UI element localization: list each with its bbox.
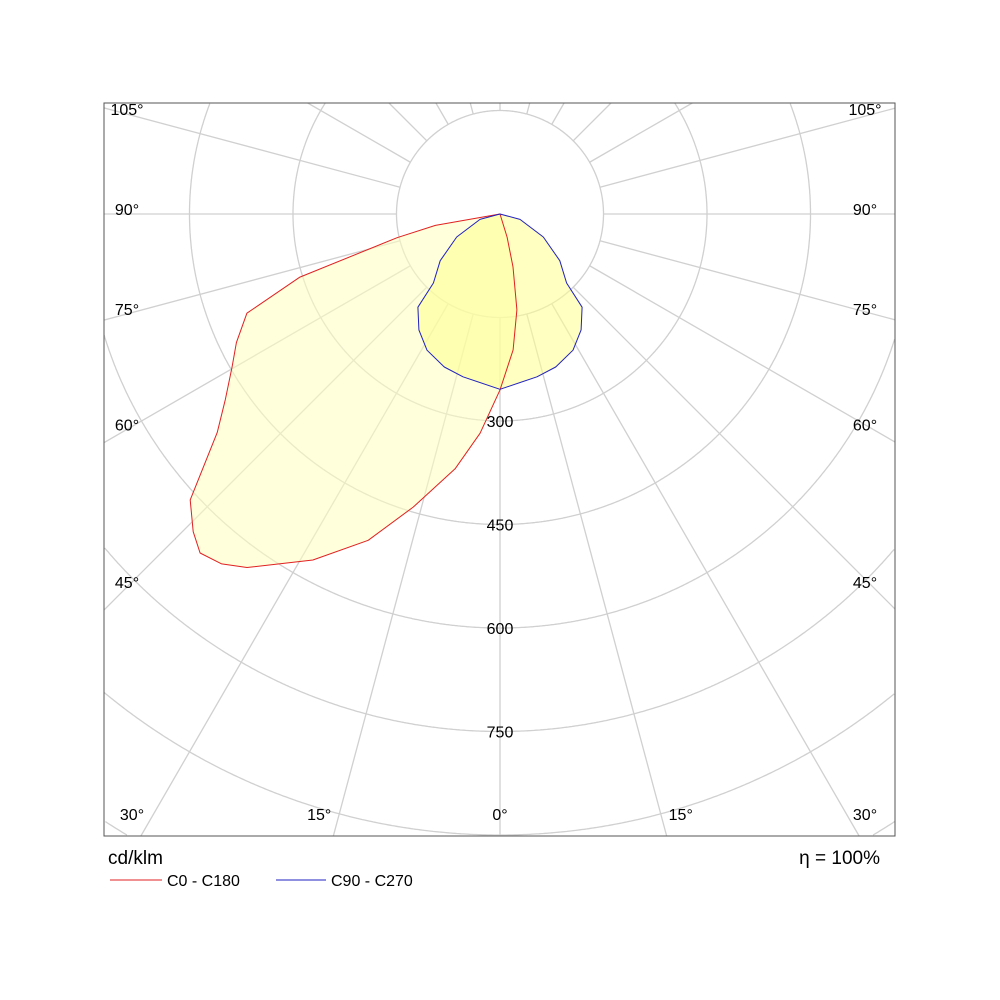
unit-label: cd/klm [108, 848, 163, 869]
grid-spoke [589, 103, 693, 163]
angle-label-right: 60° [853, 417, 877, 434]
efficiency-label: η = 100% [799, 848, 880, 869]
grid-spoke [435, 103, 449, 125]
angle-label-bottom: 0° [492, 807, 507, 824]
grid-spoke [572, 286, 895, 610]
radial-tick-label: 600 [487, 621, 514, 638]
angle-label-right: 45° [853, 575, 877, 592]
grid-spoke [526, 103, 531, 115]
series-line-1 [417, 213, 583, 390]
angle-label-bottom: 15° [669, 807, 693, 824]
angle-label-bottom: 30° [120, 807, 144, 824]
curves [189, 213, 583, 568]
grid-ring [105, 821, 895, 836]
grid-spoke [599, 240, 895, 321]
grid-spoke [388, 103, 428, 142]
grid-ring [104, 692, 895, 836]
angle-label-left: 45° [115, 575, 139, 592]
grid-spoke [589, 265, 895, 443]
radial-tick-label: 300 [487, 414, 514, 431]
plot-frame [103, 102, 896, 837]
radial-tick-label: 750 [487, 725, 514, 742]
grid-spoke [526, 313, 668, 836]
angle-label-right: 105° [848, 102, 881, 119]
grid-spoke [551, 103, 565, 125]
radial-tick-label: 450 [487, 518, 514, 535]
grid-spoke [551, 303, 860, 836]
grid-spoke [104, 107, 401, 188]
axis-labels: 300 450 600 750 105° 105° 90° 90° 75° 75° 60° 60° 45… [110, 102, 881, 824]
grid-spoke [572, 103, 612, 142]
grid-spoke [307, 103, 411, 163]
angle-label-left: 60° [115, 417, 139, 434]
series-fill-1 [417, 214, 583, 390]
legend-label-c90-c270: C90 - C270 [331, 873, 413, 890]
angle-label-left: 90° [115, 202, 139, 219]
angle-label-left: 75° [115, 302, 139, 319]
angle-label-right: 90° [853, 202, 877, 219]
angle-label-bottom: 30° [853, 807, 877, 824]
angle-label-right: 75° [853, 302, 877, 319]
grid-ring [104, 547, 895, 733]
grid-spoke [104, 240, 401, 321]
legend-label-c0-c180: C0 - C180 [167, 873, 240, 890]
grid-spoke [599, 107, 895, 188]
series-line-0 [189, 213, 518, 568]
grid-spoke [469, 103, 474, 115]
angle-label-left: 105° [110, 102, 143, 119]
angle-label-bottom: 15° [307, 807, 331, 824]
